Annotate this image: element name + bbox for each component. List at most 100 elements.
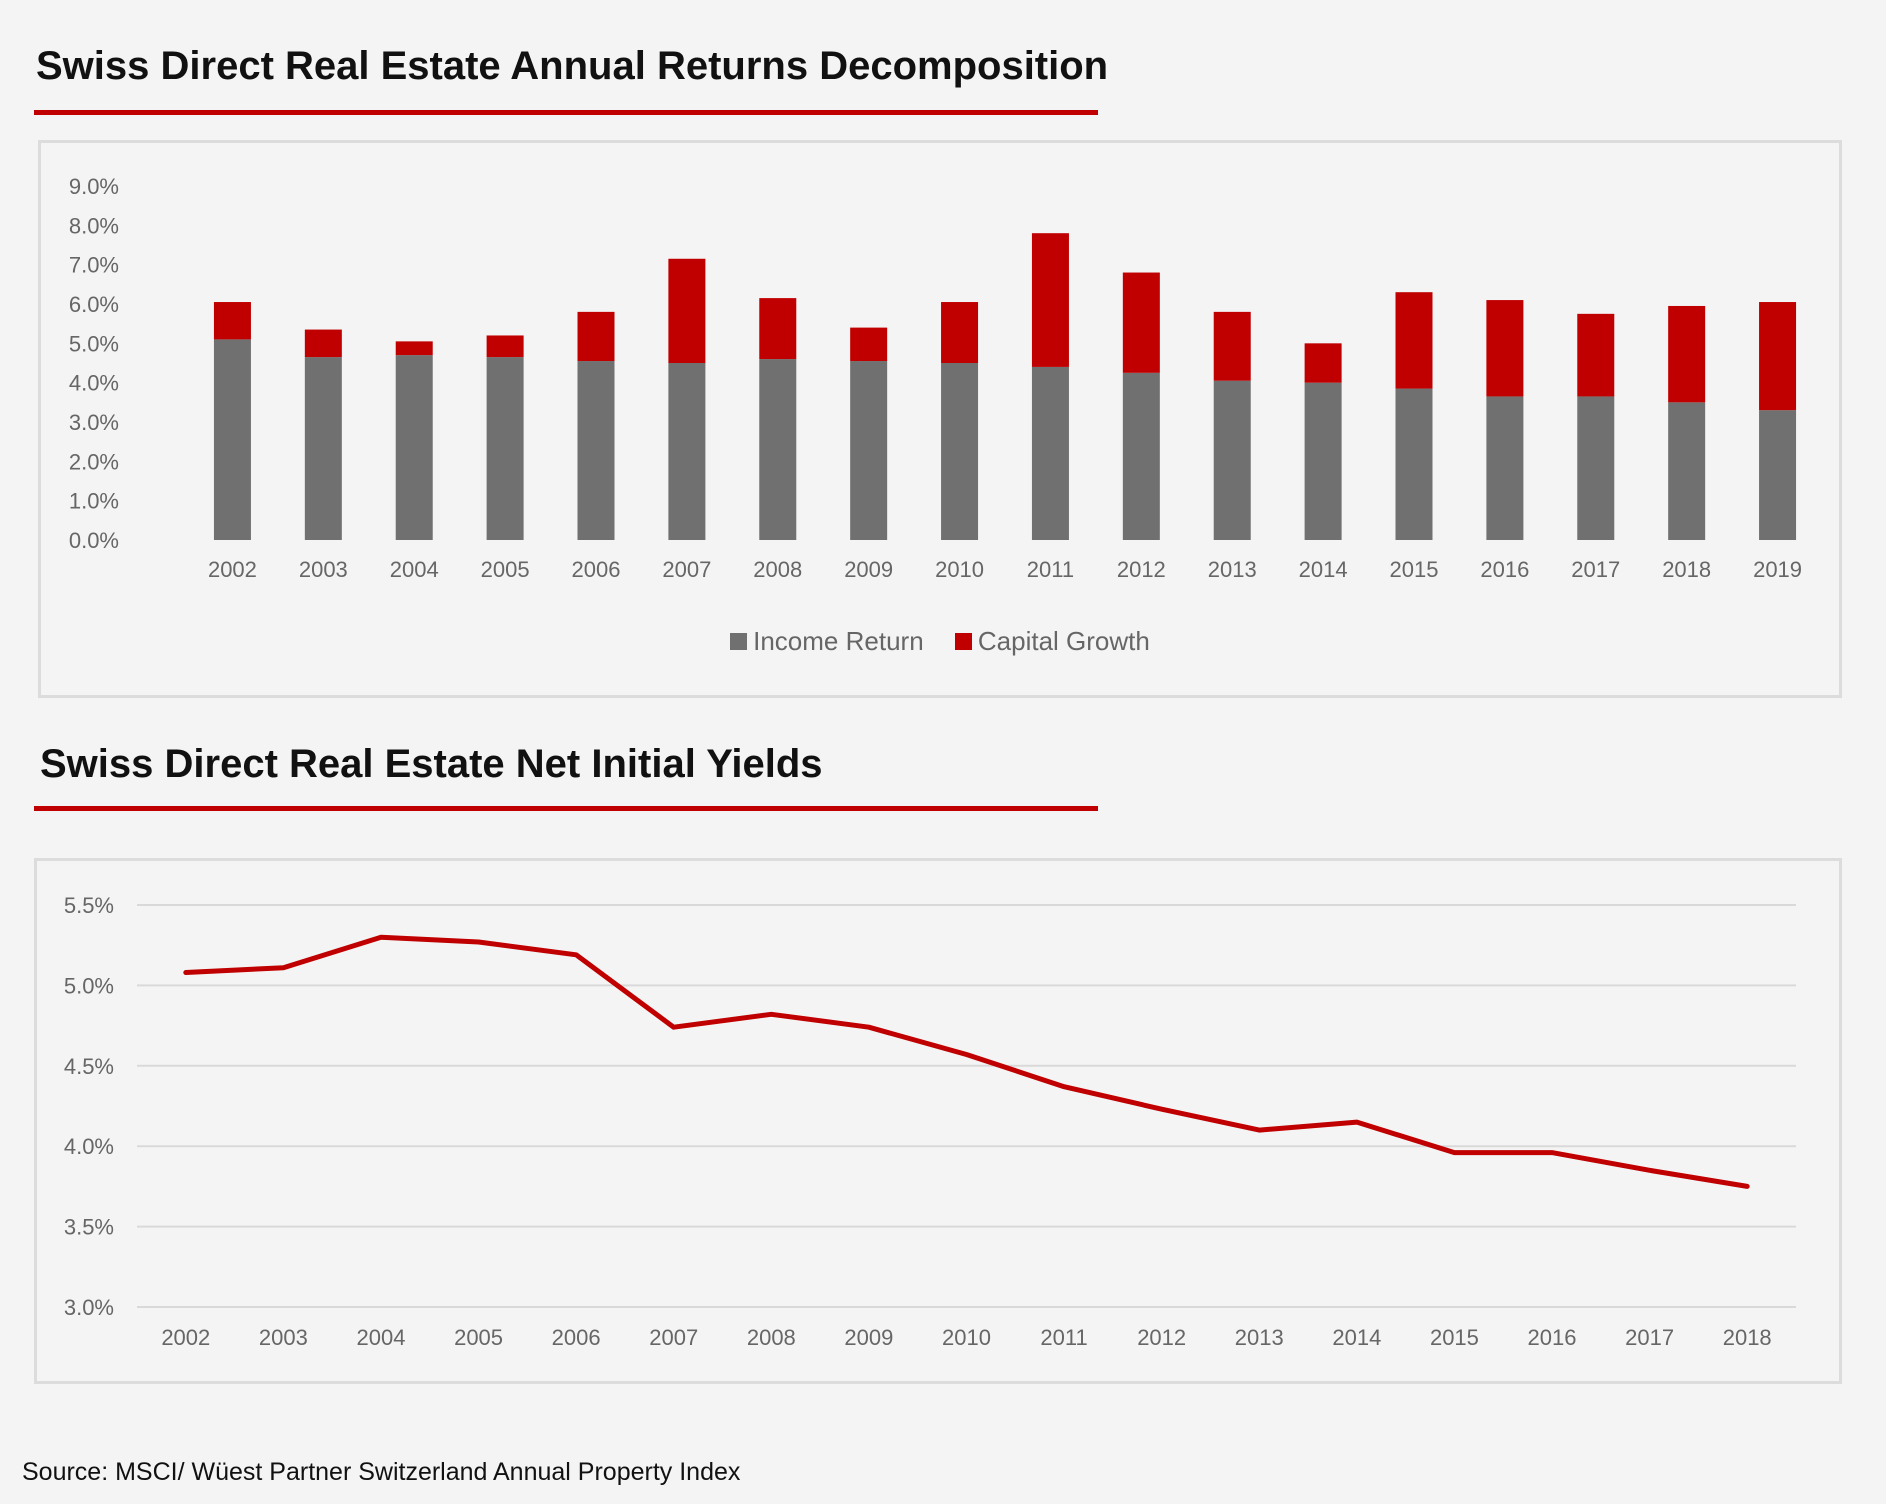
income-return-bar (1668, 402, 1706, 540)
chart2-title-rule (34, 806, 1098, 811)
x-tick-label: 2009 (844, 1325, 893, 1350)
y-tick-label: 5.5% (64, 893, 114, 918)
capital-growth-bar (577, 311, 615, 362)
y-tick-label: 2.0% (69, 449, 119, 474)
x-tick-label: 2004 (390, 557, 439, 582)
source-note: Source: MSCI/ Wüest Partner Switzerland … (22, 1458, 741, 1486)
x-tick-label: 2014 (1332, 1325, 1381, 1350)
returns-legend: Income Return Capital Growth (41, 626, 1839, 657)
y-tick-label: 5.0% (64, 973, 114, 998)
x-tick-label: 2015 (1430, 1325, 1479, 1350)
x-tick-label: 2010 (942, 1325, 991, 1350)
x-tick-label: 2019 (1753, 557, 1802, 582)
returns-chart-frame: 0.0% 1.0% 2.0% 3.0% 4.0% 5.0% 6.0% 7.0% 8.0% 9.0%… (38, 140, 1842, 698)
x-tick-label: 2005 (481, 557, 530, 582)
x-tick-label: 2011 (1027, 557, 1074, 582)
y-tick-label: 6.0% (69, 292, 119, 317)
x-tick-label: 2013 (1235, 1325, 1284, 1350)
income-return-bar (486, 357, 524, 540)
legend-income-return: Income Return (730, 626, 924, 657)
income-return-bar (213, 339, 251, 540)
x-tick-label: 2015 (1390, 557, 1439, 582)
chart1-title: Swiss Direct Real Estate Annual Returns … (36, 44, 1109, 88)
x-tick-label: 2005 (454, 1325, 503, 1350)
x-tick-label: 2016 (1528, 1325, 1577, 1350)
income-return-bar (1031, 366, 1069, 540)
legend-swatch-income (730, 632, 748, 650)
x-tick-label: 2008 (753, 557, 802, 582)
income-return-bar (941, 363, 979, 540)
x-tick-label: 2011 (1040, 1325, 1087, 1350)
returns-chart-svg: 0.0% 1.0% 2.0% 3.0% 4.0% 5.0% 6.0% 7.0% 8.0% 9.0%… (69, 174, 1802, 582)
x-tick-label: 2012 (1117, 557, 1166, 582)
capital-growth-bar (1577, 313, 1615, 397)
income-return-bar (1304, 382, 1342, 540)
x-tick-label: 2007 (649, 1325, 698, 1350)
capital-growth-bar (668, 258, 706, 363)
x-tick-label: 2010 (935, 557, 984, 582)
y-tick-label: 9.0% (69, 174, 119, 199)
yields-chart-frame: 3.0% 3.5% 4.0% 4.5% 5.0% 5.5% 2002 2003 2004 2005… (34, 858, 1842, 1384)
income-return-bar (577, 361, 615, 540)
income-return-bar (1759, 410, 1797, 540)
capital-growth-bar (941, 302, 979, 363)
y-tick-label: 5.0% (69, 331, 119, 356)
y-tick-label: 4.0% (69, 371, 119, 396)
x-tick-label: 2016 (1480, 557, 1529, 582)
income-return-bar (1213, 380, 1251, 540)
y-tick-label: 3.0% (64, 1295, 114, 1320)
x-tick-label: 2004 (356, 1325, 405, 1350)
income-return-bar (395, 355, 433, 540)
income-return-bar (1486, 396, 1524, 540)
x-tick-label: 2007 (662, 557, 711, 582)
income-return-bar (850, 361, 888, 540)
income-return-bar (1122, 372, 1160, 540)
y-tick-label: 1.0% (69, 489, 119, 514)
x-tick-label: 2013 (1208, 557, 1257, 582)
x-tick-label: 2003 (259, 1325, 308, 1350)
y-tick-label: 4.0% (64, 1134, 114, 1159)
income-return-bar (759, 359, 797, 540)
y-tick-label: 3.0% (69, 410, 119, 435)
x-tick-label: 2018 (1662, 557, 1711, 582)
capital-growth-bar (1486, 300, 1524, 397)
x-tick-label: 2006 (572, 557, 621, 582)
legend-capital-growth: Capital Growth (954, 626, 1150, 657)
y-tick-label: 3.5% (64, 1215, 114, 1240)
chart2-title: Swiss Direct Real Estate Net Initial Yie… (40, 742, 823, 786)
x-tick-label: 2006 (552, 1325, 601, 1350)
chart1-title-rule (34, 110, 1098, 115)
x-tick-label: 2002 (161, 1325, 210, 1350)
x-tick-label: 2009 (844, 557, 893, 582)
x-tick-label: 2018 (1723, 1325, 1772, 1350)
x-tick-label: 2012 (1137, 1325, 1186, 1350)
legend-label-capital: Capital Growth (977, 626, 1150, 656)
capital-growth-bar (759, 298, 797, 360)
capital-growth-bar (486, 335, 524, 358)
x-tick-label: 2014 (1299, 557, 1348, 582)
y-tick-label: 7.0% (69, 253, 119, 278)
x-tick-label: 2008 (747, 1325, 796, 1350)
capital-growth-bar (1122, 272, 1160, 373)
capital-growth-bar (850, 327, 888, 362)
yields-chart-svg: 3.0% 3.5% 4.0% 4.5% 5.0% 5.5% 2002 2003 2004 2005… (64, 893, 1796, 1350)
income-return-bar (1577, 396, 1615, 540)
x-tick-label: 2003 (299, 557, 348, 582)
x-tick-label: 2017 (1571, 557, 1620, 582)
x-tick-label: 2002 (208, 557, 257, 582)
net-initial-yield-line (183, 934, 1750, 1189)
capital-growth-bar (1304, 343, 1342, 383)
capital-growth-bar (395, 341, 433, 356)
capital-growth-bar (304, 329, 342, 358)
capital-growth-bar (1031, 233, 1069, 367)
capital-growth-bar (1213, 311, 1251, 381)
income-return-bar (668, 363, 706, 540)
capital-growth-bar (213, 302, 251, 340)
legend-label-income: Income Return (753, 626, 924, 656)
income-return-bar (304, 357, 342, 540)
y-tick-label: 4.5% (64, 1054, 114, 1079)
capital-growth-bar (1668, 305, 1706, 403)
y-tick-label: 8.0% (69, 213, 119, 238)
legend-swatch-capital (954, 632, 972, 650)
y-tick-label: 0.0% (69, 528, 119, 553)
